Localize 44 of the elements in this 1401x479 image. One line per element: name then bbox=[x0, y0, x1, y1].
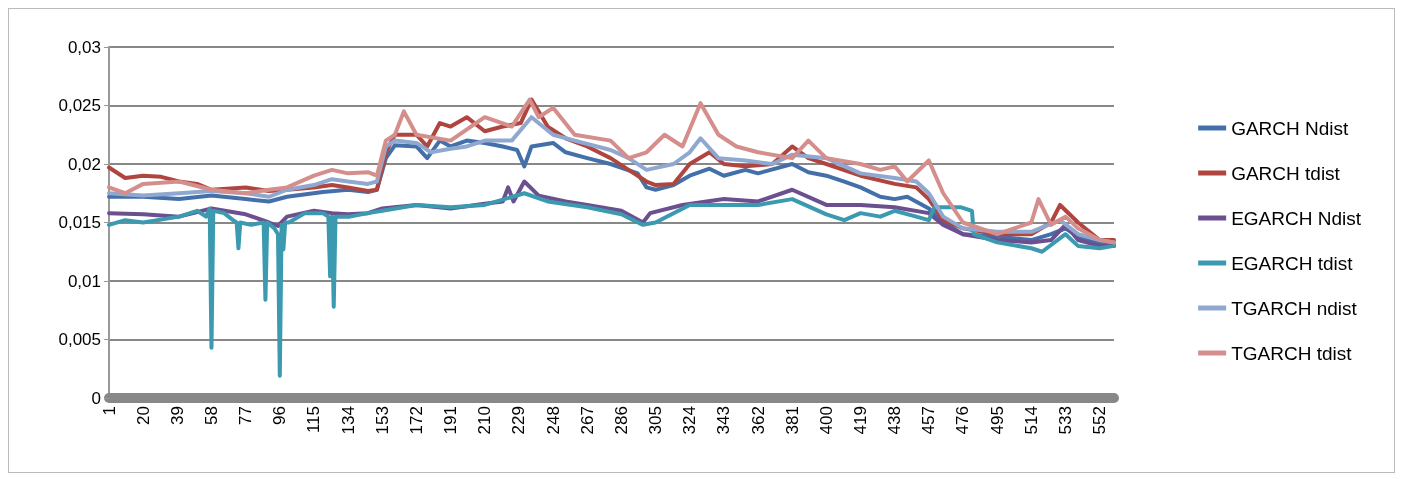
x-tick-label: 1 bbox=[99, 406, 119, 416]
legend-label: TGARCH tdist bbox=[1231, 342, 1353, 364]
x-tick-label: 210 bbox=[475, 406, 495, 435]
x-tick-label: 153 bbox=[372, 406, 392, 435]
x-tick-label: 419 bbox=[851, 406, 870, 435]
x-tick-label: 286 bbox=[611, 406, 631, 435]
y-tick-label: 0,005 bbox=[58, 330, 101, 349]
x-tick-label: 305 bbox=[646, 406, 666, 435]
y-tick-label: 0,02 bbox=[67, 154, 101, 174]
x-tick-label: 115 bbox=[304, 406, 324, 434]
legend-label: TGARCH ndist bbox=[1231, 297, 1358, 319]
y-tick-label: 0,03 bbox=[67, 37, 101, 57]
x-tick-label: 343 bbox=[714, 406, 734, 435]
x-tick-label: 96 bbox=[270, 406, 290, 425]
legend-label: GARCH tdist bbox=[1231, 162, 1341, 184]
x-tick-label: 400 bbox=[816, 406, 836, 435]
x-tick-label: 362 bbox=[748, 406, 768, 435]
x-tick-label: 39 bbox=[167, 406, 187, 425]
y-tick-label: 0,025 bbox=[58, 96, 101, 115]
x-tick-label: 324 bbox=[680, 406, 700, 435]
y-tick-label: 0 bbox=[91, 388, 101, 408]
x-tick-label: 381 bbox=[782, 406, 802, 435]
y-tick-label: 0,01 bbox=[67, 271, 101, 291]
x-tick-label: 20 bbox=[133, 406, 153, 425]
x-tick-label: 229 bbox=[509, 406, 529, 435]
x-tick-label: 438 bbox=[885, 406, 905, 435]
legend-label: GARCH Ndist bbox=[1231, 117, 1350, 139]
y-tick-label: 0,015 bbox=[58, 213, 101, 232]
legend-label: EGARCH tdist bbox=[1231, 252, 1354, 274]
x-tick-label: 134 bbox=[338, 406, 358, 435]
x-tick-label: 58 bbox=[201, 406, 221, 425]
x-tick-label: 191 bbox=[441, 406, 461, 435]
x-tick-label: 495 bbox=[987, 406, 1007, 435]
x-tick-label: 172 bbox=[406, 406, 426, 435]
x-tick-label: 514 bbox=[1021, 406, 1041, 435]
x-tick-label: 267 bbox=[577, 406, 597, 435]
x-tick-label: 248 bbox=[543, 406, 563, 435]
x-tick-label: 77 bbox=[236, 406, 256, 425]
line-series bbox=[107, 191, 1116, 378]
x-tick-label: 552 bbox=[1090, 406, 1110, 435]
x-tick-label: 476 bbox=[953, 406, 973, 435]
x-tick-label: 457 bbox=[919, 406, 939, 435]
legend-label: EGARCH Ndist bbox=[1231, 207, 1362, 229]
x-tick-label: 533 bbox=[1055, 406, 1075, 435]
